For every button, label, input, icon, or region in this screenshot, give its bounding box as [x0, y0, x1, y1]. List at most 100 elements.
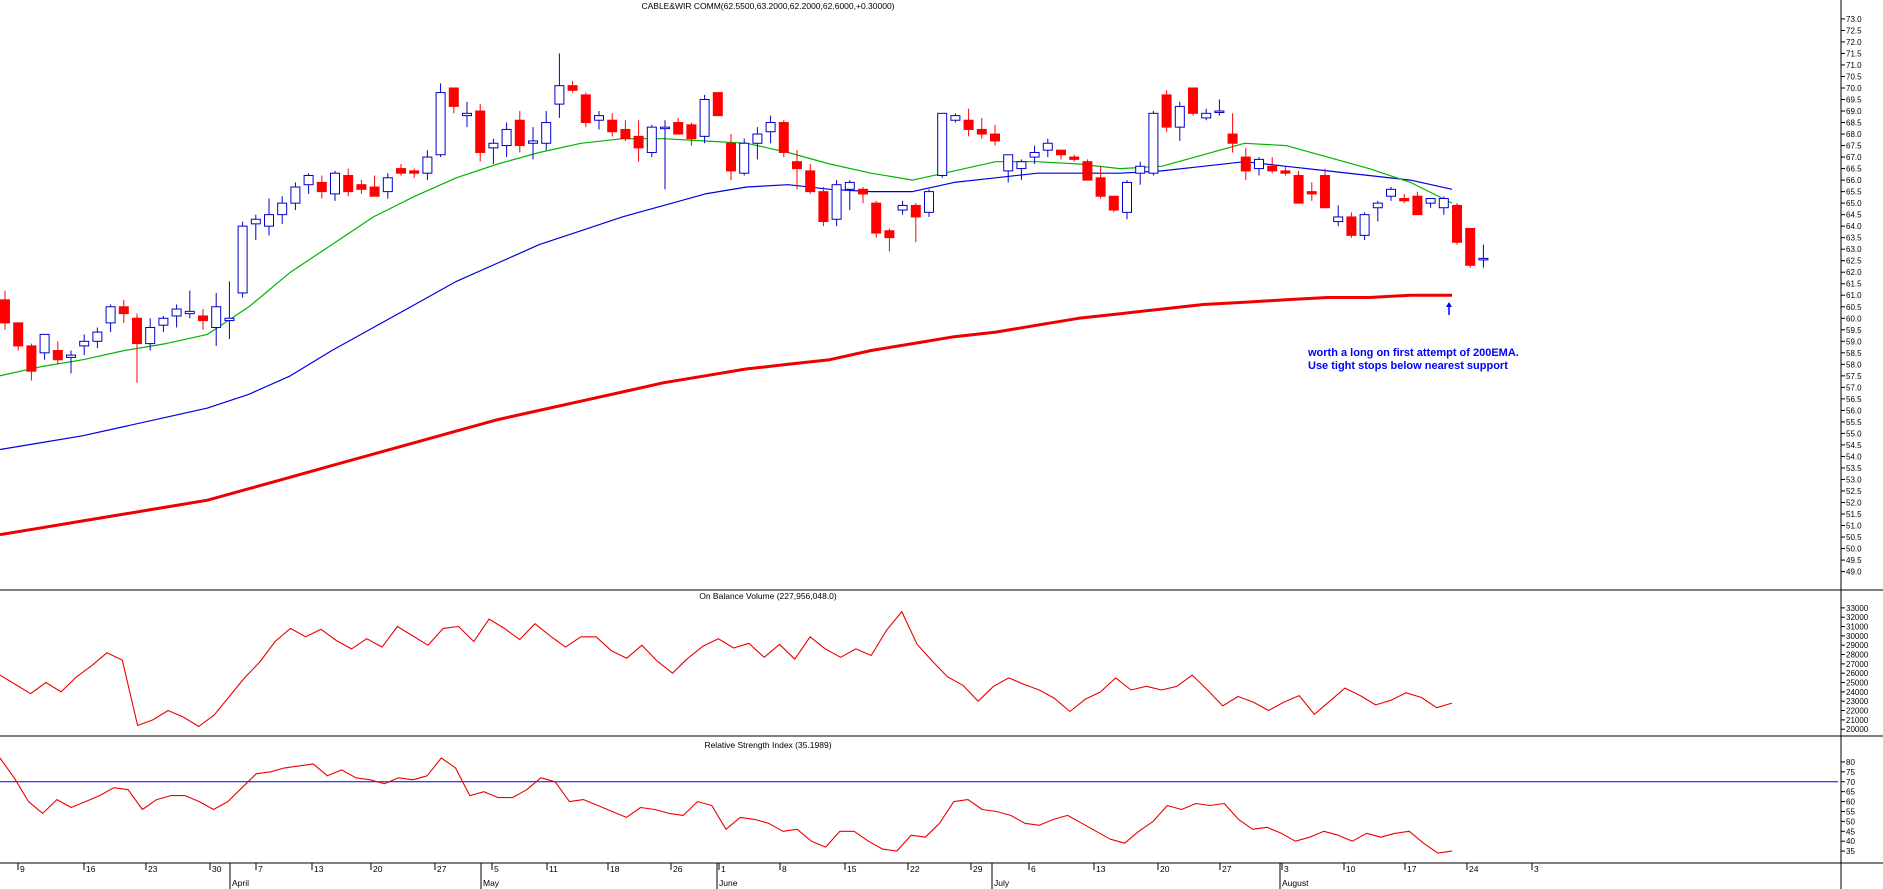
- candle-body: [752, 133, 763, 144]
- axis-tick-label: 66.0: [1846, 176, 1862, 185]
- axis-tick-label: 50.5: [1846, 533, 1862, 542]
- axis-tick-label: 68.5: [1846, 119, 1862, 128]
- axis-tick-label: 52.5: [1846, 487, 1862, 496]
- axis-tick-label: 69.0: [1846, 107, 1862, 116]
- candle: [924, 189, 934, 217]
- axis-tick-label: 67.5: [1846, 142, 1862, 151]
- candle: [92, 327, 103, 349]
- axis-tick-label: 45: [1846, 827, 1855, 836]
- candle-body: [475, 110, 486, 153]
- candle-body: [1174, 105, 1185, 128]
- candle: [699, 94, 710, 144]
- candle-body: [1293, 174, 1304, 204]
- candle: [1254, 157, 1264, 176]
- candle: [765, 115, 776, 144]
- candle: [805, 163, 816, 194]
- axis-tick-label: 67.0: [1846, 153, 1862, 162]
- candle: [26, 343, 37, 381]
- candle-body: [580, 94, 591, 124]
- axis-tick-label: 62.0: [1846, 268, 1862, 277]
- month-label: May: [483, 878, 500, 888]
- candle-body: [897, 204, 908, 211]
- axis-tick-label: 58.0: [1846, 360, 1862, 369]
- candle: [831, 180, 842, 227]
- candle: [1082, 159, 1093, 181]
- candle-body: [1148, 112, 1159, 174]
- candle-body: [1188, 87, 1198, 114]
- candle-body: [1280, 170, 1291, 174]
- candle: [950, 113, 961, 123]
- candle: [1412, 191, 1423, 216]
- candle: [963, 108, 974, 137]
- candle-body: [673, 122, 684, 135]
- candle-body: [250, 218, 261, 225]
- axis-tick-label: 73.0: [1846, 15, 1862, 24]
- candle-body: [158, 317, 169, 326]
- candle: [884, 228, 895, 252]
- candle: [937, 112, 948, 178]
- candle-body: [765, 122, 776, 133]
- candle-body: [1465, 227, 1476, 266]
- axis-tick-label: 30000: [1846, 632, 1869, 641]
- candle: [382, 173, 393, 199]
- candle: [79, 334, 90, 356]
- candle: [910, 203, 921, 243]
- candle-body: [118, 306, 129, 315]
- candle-body: [1240, 156, 1251, 172]
- candle-body: [990, 133, 1000, 142]
- annotation-line-2: Use tight stops below nearest support: [1308, 360, 1508, 372]
- candle: [448, 87, 459, 114]
- candle: [237, 221, 248, 298]
- candle-body: [937, 112, 948, 176]
- candle-body: [805, 170, 816, 193]
- candle: [462, 101, 472, 128]
- month-label: July: [994, 878, 1010, 888]
- axis-tick-label: 60: [1846, 798, 1855, 807]
- candle-body: [1214, 110, 1225, 114]
- axis-tick-label: 49.5: [1846, 556, 1862, 565]
- candle: [171, 304, 182, 328]
- candle-body: [224, 317, 235, 322]
- candle: [897, 200, 908, 215]
- candle: [1003, 154, 1014, 183]
- candle-body: [1095, 177, 1106, 197]
- candle-body: [1478, 257, 1489, 261]
- date-tick-label: 8: [782, 864, 787, 874]
- candle-body: [620, 128, 631, 140]
- candle-body: [435, 92, 446, 156]
- candle-body: [105, 306, 116, 324]
- candle-body: [792, 161, 802, 170]
- axis-tick-label: 35: [1846, 847, 1855, 856]
- axis-tick-label: 51.0: [1846, 522, 1862, 531]
- candle: [620, 120, 631, 141]
- candle-body: [290, 186, 301, 204]
- axis-tick-label: 65: [1846, 788, 1855, 797]
- candle-body: [448, 87, 459, 107]
- candle-body: [884, 230, 895, 239]
- candle-body: [712, 92, 723, 117]
- candle-body: [567, 85, 578, 91]
- axis-tick-label: 22000: [1846, 707, 1869, 716]
- candle-body: [1122, 181, 1132, 213]
- candle: [1452, 203, 1462, 245]
- candle: [646, 124, 657, 158]
- candle-body: [488, 142, 499, 149]
- candle: [712, 92, 723, 117]
- candle-body: [1227, 133, 1238, 144]
- axis-tick-label: 61.5: [1846, 280, 1862, 289]
- candle: [818, 187, 829, 227]
- date-tick-label: 5: [494, 864, 499, 874]
- candle-body: [910, 204, 921, 218]
- candle: [1240, 147, 1251, 181]
- candle: [132, 313, 142, 383]
- axis-tick-label: 29000: [1846, 641, 1869, 650]
- candle-body: [79, 340, 90, 347]
- candle: [1372, 200, 1383, 222]
- axis-tick-label: 62.5: [1846, 257, 1862, 266]
- axis-tick-label: 70: [1846, 778, 1855, 787]
- candle: [1227, 113, 1238, 153]
- candle-body: [1254, 158, 1264, 170]
- axis-tick-label: 52.0: [1846, 498, 1862, 507]
- candle-body: [528, 140, 538, 144]
